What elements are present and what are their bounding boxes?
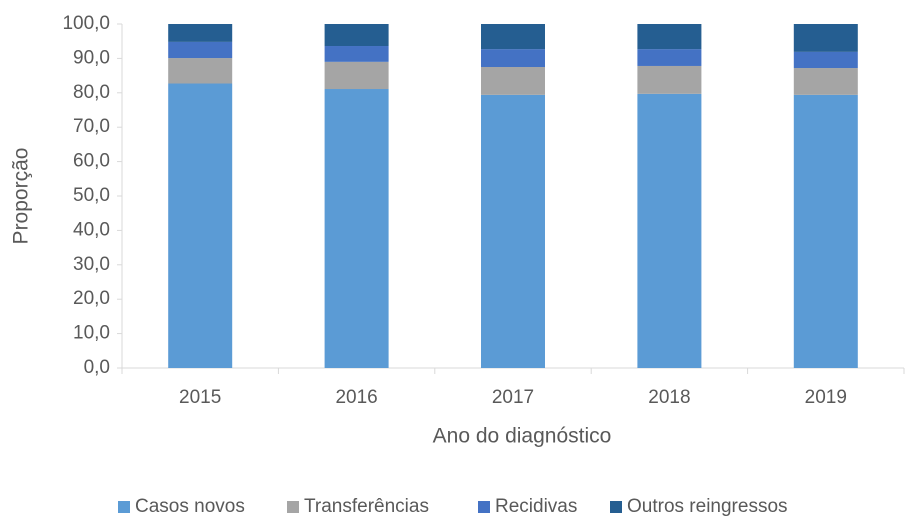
y-tick-label: 20,0 [73, 288, 110, 309]
y-tick-label: 90,0 [73, 47, 110, 68]
legend-label: Outros reingressos [627, 496, 788, 517]
legend-swatch [287, 501, 299, 513]
x-tick-label: 2017 [492, 387, 534, 408]
x-tick-label: 2018 [648, 387, 690, 408]
legend-label: Transferências [304, 496, 429, 517]
bar-segment [324, 89, 389, 369]
y-tick-label: 0,0 [84, 357, 110, 378]
bar-segment [168, 83, 233, 369]
y-tick-label: 40,0 [73, 219, 110, 240]
bar-segment [637, 49, 702, 66]
x-axis-title: Ano do diagnóstico [433, 425, 612, 448]
x-tick-label: 2016 [335, 387, 377, 408]
bar-segment [793, 94, 858, 368]
bar-segment [793, 68, 858, 95]
y-tick-label: 70,0 [73, 116, 110, 137]
y-tick-label: 50,0 [73, 185, 110, 206]
bar-segment [637, 24, 702, 50]
x-tick-label: 2019 [805, 387, 847, 408]
bar-segment [793, 51, 858, 69]
bar-segment [168, 58, 233, 84]
legend-label: Casos novos [135, 496, 245, 517]
y-tick-label: 100,0 [62, 13, 110, 34]
legend-swatch [478, 501, 490, 513]
y-axis-title: Proporção [10, 148, 33, 245]
bar-segment [793, 24, 858, 52]
y-tick-label: 80,0 [73, 82, 110, 103]
bar-segment [481, 94, 545, 368]
bar-segment [481, 24, 545, 50]
bar-segment [324, 24, 389, 47]
bar-segment [168, 24, 233, 42]
bar-segment [324, 61, 389, 90]
legend-swatch [118, 501, 130, 513]
y-tick-label: 30,0 [73, 254, 110, 275]
bar-segment [637, 93, 702, 368]
bar-segment [481, 49, 545, 67]
legend-swatch [610, 501, 622, 513]
bar-segment [481, 67, 545, 95]
bar-segment [324, 46, 389, 62]
y-tick-label: 10,0 [73, 323, 110, 344]
bar-segment [637, 65, 702, 94]
y-tick-label: 60,0 [73, 151, 110, 172]
x-tick-label: 2015 [179, 387, 221, 408]
legend-label: Recidivas [495, 496, 577, 517]
bar-segment [168, 41, 233, 59]
